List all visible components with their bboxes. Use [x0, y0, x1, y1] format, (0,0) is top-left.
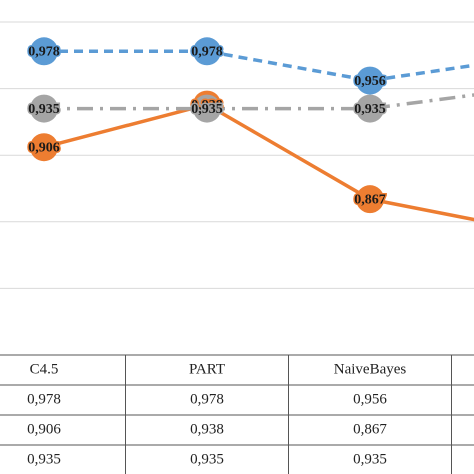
- table-cell: 0,906: [27, 421, 61, 437]
- table-cell: 0,867: [353, 421, 387, 437]
- data-label: 0,935: [354, 102, 386, 117]
- series-line: [44, 93, 474, 111]
- data-label: 0,938: [191, 98, 223, 113]
- table-cell: 0,956: [353, 391, 387, 407]
- marker: [30, 37, 58, 66]
- data-label: 0,956: [354, 74, 386, 89]
- data-label: 0,978: [191, 45, 223, 60]
- table-header: NaiveBayes: [334, 361, 407, 377]
- data-label: 0,935: [28, 102, 60, 117]
- marker: [30, 133, 58, 162]
- table-cell: 0,935: [353, 451, 387, 467]
- data-label: 0,978: [28, 45, 60, 60]
- table-cell: 0,938: [190, 421, 224, 437]
- series-line: [43, 102, 474, 222]
- table-header: C4.5: [30, 361, 59, 377]
- marker: [193, 37, 221, 66]
- table-cell: 0,935: [190, 451, 224, 467]
- marker: [30, 94, 58, 123]
- marker: [193, 94, 221, 123]
- data-label: 0,906: [28, 140, 60, 155]
- marker: [356, 185, 384, 214]
- data-label: 0,935: [191, 102, 223, 117]
- table-cell: 0,935: [27, 451, 61, 467]
- table-cell: 0,978: [27, 391, 61, 407]
- table-header: PART: [189, 361, 225, 377]
- data-label: 0,867: [354, 192, 386, 207]
- marker: [356, 66, 384, 95]
- series-line: [44, 49, 474, 83]
- table-cell: 0,978: [190, 391, 224, 407]
- marker: [356, 94, 384, 123]
